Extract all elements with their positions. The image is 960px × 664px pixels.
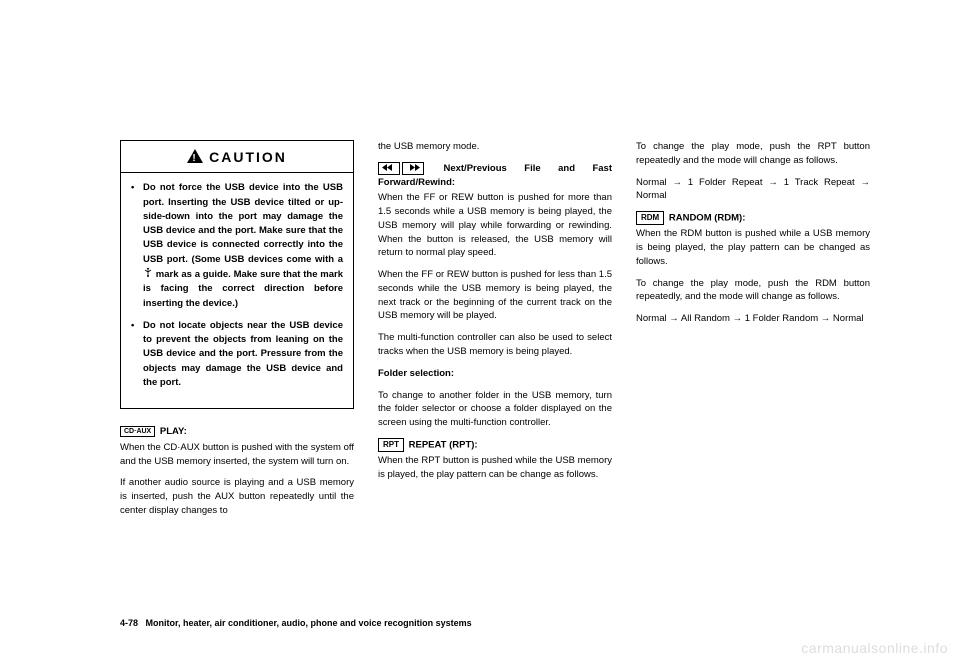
warning-triangle-icon: ! <box>187 148 203 168</box>
content-columns: ! CAUTION Do not force the USB device in… <box>120 140 870 600</box>
col3-p2: Normal → 1 Folder Repeat → 1 Track Repea… <box>636 176 870 204</box>
col2-top: the USB memory mode. <box>378 140 612 154</box>
caution-item-1: Do not force the USB device into the USB… <box>131 181 343 310</box>
caution-body: Do not force the USB device into the USB… <box>121 173 353 408</box>
folder-p1: To change to another folder in the USB m… <box>378 389 612 430</box>
rpt-icon: RPT <box>378 438 404 452</box>
play-p2: If another audio source is playing and a… <box>120 476 354 517</box>
column-3: To change the play mode, push the RPT bu… <box>636 140 870 600</box>
ff-icon <box>402 162 424 175</box>
rdm-p2: To change the play mode, push the RDM bu… <box>636 277 870 305</box>
caution-item-1a: Do not force the USB device into the USB… <box>143 182 343 264</box>
play-p1: When the CD·AUX button is pushed with th… <box>120 441 354 469</box>
np-p2: When the FF or REW button is pushed for … <box>378 268 612 323</box>
rpt-p1: When the RPT button is pushed while the … <box>378 454 612 482</box>
caution-item-2: Do not locate objects near the USB devic… <box>131 319 343 390</box>
manual-page: ! CAUTION Do not force the USB device in… <box>0 0 960 664</box>
rew-icon <box>378 162 400 175</box>
column-2: the USB memory mode. Next/Previous File … <box>378 140 612 600</box>
folder-heading: Folder selection: <box>378 367 612 381</box>
section-title: Monitor, heater, air conditioner, audio,… <box>146 618 472 628</box>
page-footer: 4-78 Monitor, heater, air conditioner, a… <box>120 618 472 628</box>
np-p3: The multi-function controller can also b… <box>378 331 612 359</box>
play-heading: CD·AUX PLAY: <box>120 425 354 439</box>
rdm-label: RANDOM (RDM): <box>666 213 745 224</box>
caution-item-1b: mark as a guide. Make sure that the mark… <box>143 269 343 309</box>
rdm-p1: When the RDM button is pushed while a US… <box>636 227 870 268</box>
rpt-heading: RPT REPEAT (RPT): <box>378 438 612 452</box>
watermark: carmanualsonline.info <box>801 640 948 656</box>
col3-p1: To change the play mode, push the RPT bu… <box>636 140 870 168</box>
cd-aux-icon: CD·AUX <box>120 426 155 437</box>
rdm-heading: RDM RANDOM (RDM): <box>636 211 870 225</box>
svg-text:!: ! <box>192 153 197 163</box>
np-p1: When the FF or REW button is pushed for … <box>378 191 612 260</box>
rpt-label: REPEAT (RPT): <box>406 439 478 450</box>
usb-trident-icon <box>143 267 153 282</box>
caution-box: ! CAUTION Do not force the USB device in… <box>120 140 354 409</box>
column-1: ! CAUTION Do not force the USB device in… <box>120 140 354 600</box>
caution-header: ! CAUTION <box>121 141 353 173</box>
next-prev-heading: Next/Previous File and Fast Forward/Rewi… <box>378 162 612 190</box>
rdm-p3: Normal → All Random → 1 Folder Random → … <box>636 312 870 326</box>
play-label: PLAY: <box>157 426 187 437</box>
rdm-icon: RDM <box>636 211 664 225</box>
caution-title: CAUTION <box>209 149 287 165</box>
page-number: 4-78 <box>120 618 138 628</box>
